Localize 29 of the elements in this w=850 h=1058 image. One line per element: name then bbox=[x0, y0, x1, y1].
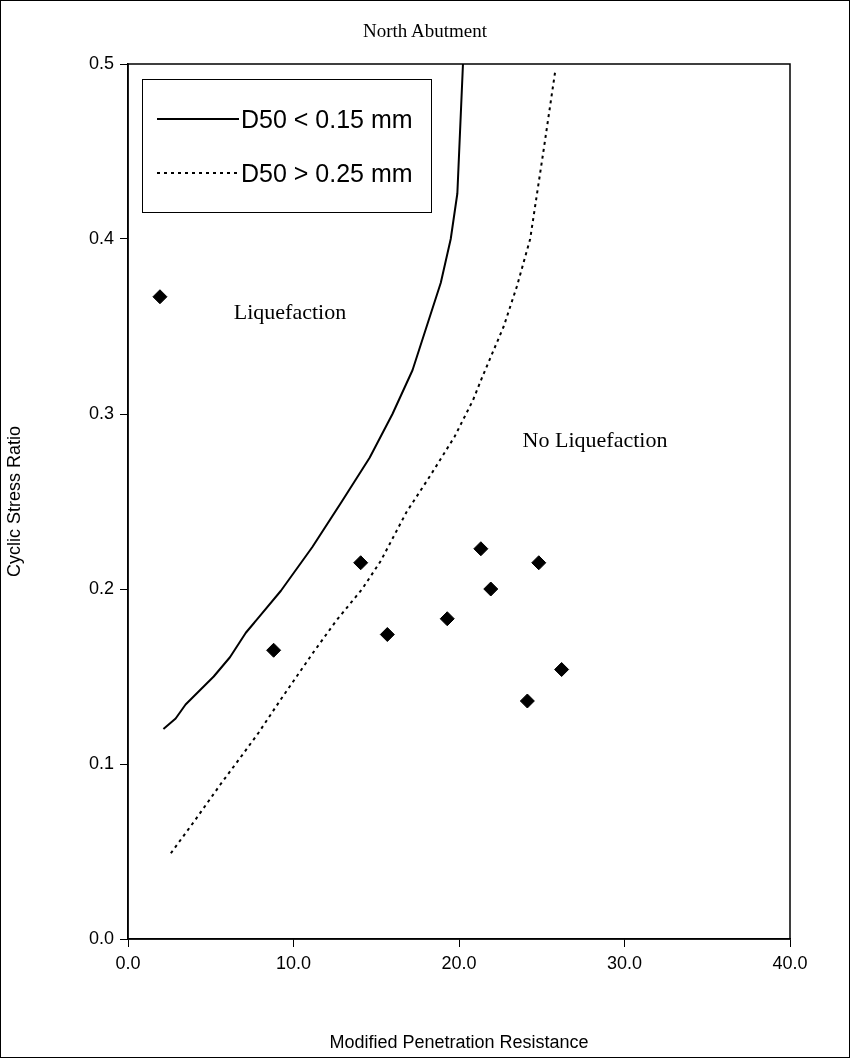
y-axis-title: Cyclic Stress Ratio bbox=[3, 425, 24, 578]
x-tick-label: 20.0 bbox=[441, 952, 477, 973]
point bbox=[379, 627, 395, 642]
point bbox=[554, 662, 570, 677]
y-tick-label: 0.1 bbox=[88, 752, 114, 773]
annotation: No Liquefaction bbox=[522, 427, 668, 453]
y-tick-label: 0.0 bbox=[88, 927, 114, 948]
chart-title: North Abutment bbox=[362, 20, 488, 42]
x-axis-title: Modified Penetration Resistance bbox=[329, 1032, 589, 1053]
legend-label: D50 > 0.25 mm bbox=[241, 158, 413, 188]
annotation: Liquefaction bbox=[233, 299, 347, 325]
y-tick-label: 0.4 bbox=[88, 227, 114, 248]
point bbox=[531, 555, 547, 571]
point bbox=[266, 642, 282, 658]
point bbox=[353, 555, 369, 571]
y-tick-label: 0.2 bbox=[88, 577, 114, 598]
point bbox=[483, 581, 499, 597]
point bbox=[473, 541, 489, 557]
legend-label: D50 < 0.15 mm bbox=[241, 104, 413, 134]
point bbox=[519, 693, 535, 709]
y-tick-label: 0.3 bbox=[88, 402, 114, 423]
point bbox=[439, 611, 455, 627]
x-tick-label: 30.0 bbox=[606, 952, 643, 973]
x-tick-label: 10.0 bbox=[275, 952, 312, 973]
x-tick-label: 40.0 bbox=[772, 952, 808, 973]
x-tick-label: 0.0 bbox=[115, 952, 141, 973]
y-tick-label: 0.5 bbox=[88, 52, 114, 73]
point bbox=[152, 289, 168, 305]
line-series bbox=[169, 71, 556, 855]
